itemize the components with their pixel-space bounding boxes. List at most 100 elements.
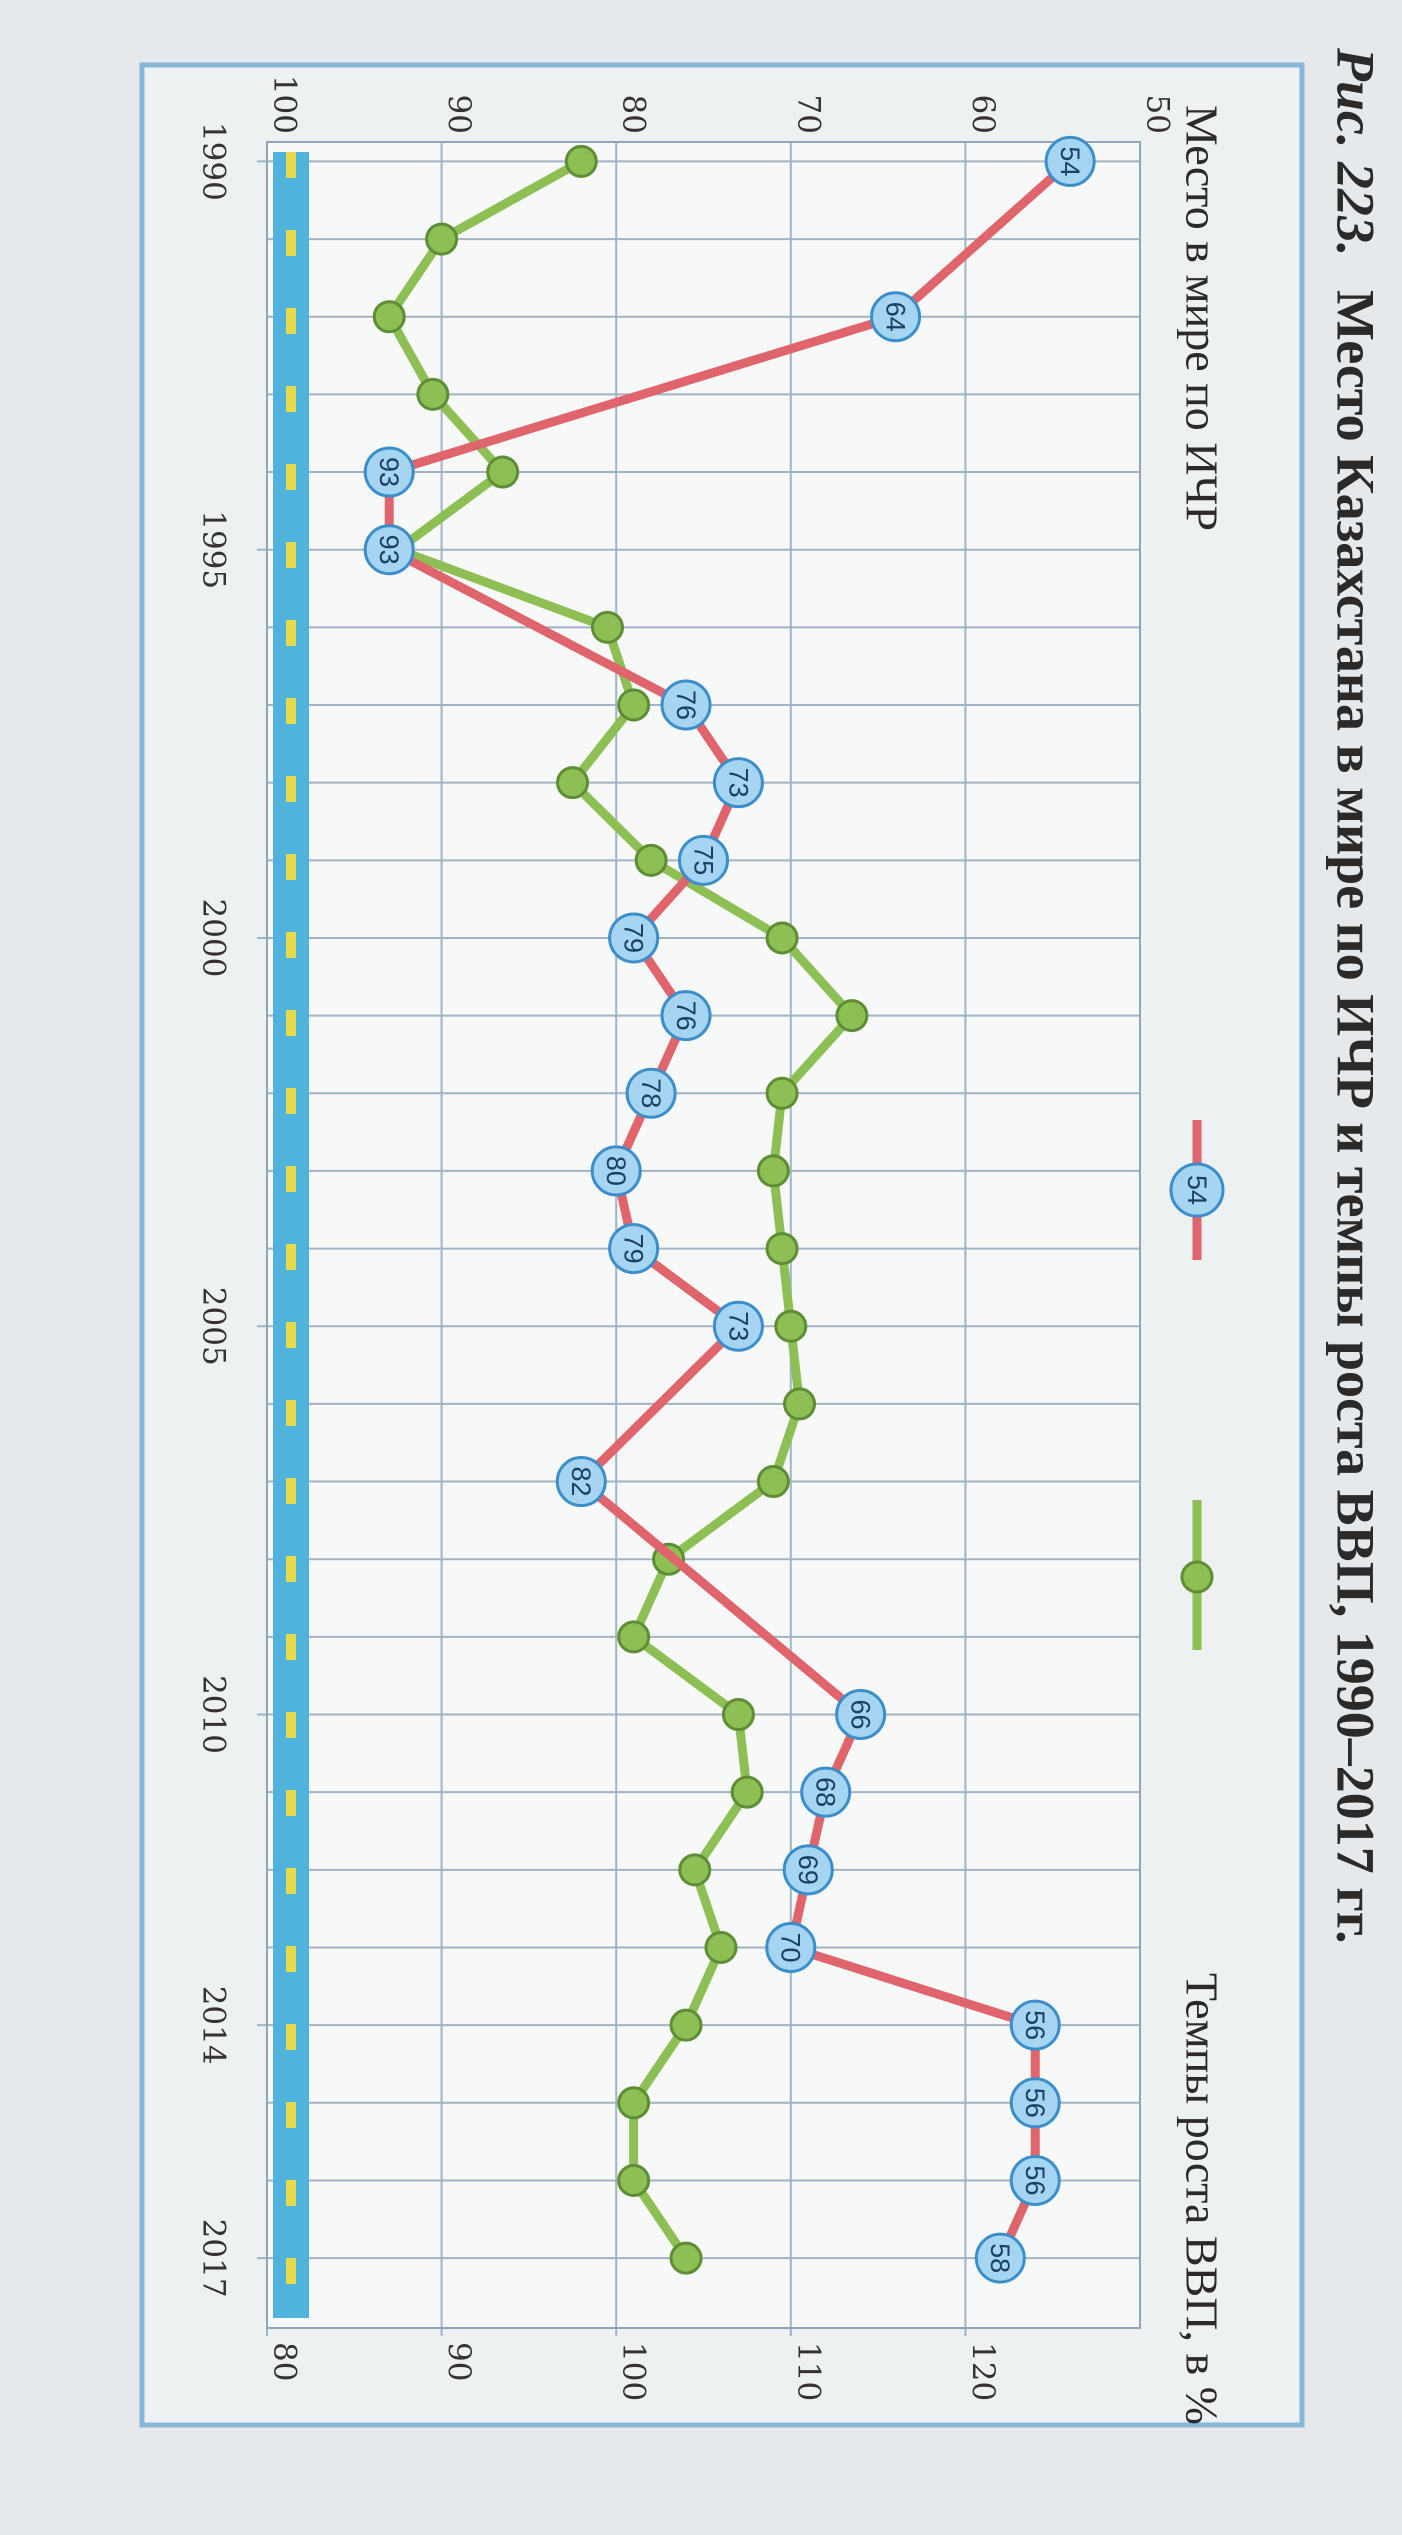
point-marker [712, 757, 764, 809]
data-label: 75 [688, 845, 718, 875]
x-tick-label: 2010 [196, 1675, 232, 1754]
data-label: 56 [1020, 2088, 1050, 2118]
data-label: 54 [1055, 146, 1085, 176]
data-label: 56 [1020, 2165, 1050, 2195]
point-marker [782, 1844, 834, 1896]
point-marker [608, 912, 660, 964]
point-marker [1009, 1999, 1061, 2051]
series-line [384, 157, 857, 2261]
data-label: 80 [601, 1156, 631, 1186]
point-marker [974, 2232, 1026, 2284]
y-tick-label: 100 [267, 75, 303, 134]
data-label: 70 [776, 1932, 806, 1962]
point-marker [608, 1223, 660, 1275]
point-marker [721, 1698, 755, 1732]
point-marker [617, 2086, 651, 2120]
point-marker [660, 679, 712, 731]
point-marker [617, 688, 651, 722]
point-marker [783, 1387, 817, 1421]
data-label: 73 [723, 768, 753, 798]
point-marker [416, 377, 450, 411]
point-marker [669, 2241, 703, 2275]
point-marker [363, 524, 415, 576]
data-label: 68 [811, 1777, 841, 1807]
point-marker [1044, 135, 1096, 187]
point-marker [669, 2008, 703, 2042]
point-marker [555, 1456, 607, 1508]
point-marker [765, 1921, 817, 1973]
point-marker [372, 300, 406, 334]
point-marker [774, 1309, 808, 1343]
point-marker [678, 834, 729, 886]
rotated-page: Рис. 223. Место Казахстана в мире по ИЧР… [139, 47, 1386, 2428]
point-marker [590, 610, 624, 644]
data-label: 64 [880, 302, 910, 332]
data-label: 76 [671, 690, 701, 720]
data-label: 73 [723, 1311, 753, 1341]
point-marker [634, 843, 668, 877]
data-label: 82 [566, 1467, 596, 1497]
y2-tick-label: 90 [441, 2342, 477, 2381]
point-marker [756, 1154, 790, 1188]
legend-marker-label: 54 [1182, 1175, 1212, 1205]
caption-label: Рис. 223. [1326, 47, 1386, 257]
x-tick-label: 2000 [196, 899, 232, 978]
x-tick-label: 2014 [196, 1986, 232, 2065]
point-marker [1009, 2154, 1061, 2206]
point-marker [765, 1076, 799, 1110]
data-label: 93 [374, 457, 404, 487]
data-label: 79 [619, 923, 649, 953]
x-tick-label: 2005 [196, 1287, 232, 1366]
x-tick-label: 1990 [196, 122, 232, 201]
point-marker [835, 999, 869, 1033]
point-marker [425, 222, 459, 256]
data-label: 66 [846, 1699, 876, 1729]
data-label: 79 [619, 1234, 649, 1264]
y-tick-label: 90 [441, 95, 477, 134]
y-tick-label: 50 [1140, 95, 1176, 134]
flag-stripe [273, 152, 309, 2318]
point-marker [756, 1465, 790, 1499]
point-marker [617, 1620, 651, 1654]
point-marker [564, 144, 598, 178]
point-marker [704, 1930, 738, 1964]
point-marker [730, 1775, 764, 1809]
plot-border [266, 141, 1141, 2329]
y2-tick-label: 80 [267, 2342, 303, 2381]
point-marker [590, 1145, 642, 1197]
point-marker [678, 1853, 712, 1887]
legend-label: Темпы роста ВВП, в % [1176, 1973, 1227, 2425]
y-tick-label: 60 [965, 95, 1001, 134]
point-marker [1009, 2077, 1061, 2129]
data-label: 78 [636, 1078, 666, 1108]
point-marker [712, 1300, 764, 1352]
point-marker [660, 990, 712, 1042]
data-label: 76 [671, 1001, 701, 1031]
plot-area [267, 142, 1140, 2328]
point-marker [765, 1232, 799, 1266]
data-label: 58 [985, 2243, 1015, 2273]
point-marker [800, 1766, 852, 1818]
point-marker [363, 446, 415, 498]
y-tick-label: 80 [616, 95, 652, 134]
y2-tick-label: 120 [965, 2342, 1001, 2401]
point-marker [765, 921, 799, 955]
point-marker [486, 455, 520, 489]
point-marker [870, 291, 922, 343]
data-label: 69 [793, 1855, 823, 1885]
data-label: 93 [374, 535, 404, 565]
y-tick-label: 70 [790, 95, 826, 134]
data-label: 56 [1020, 2010, 1050, 2040]
point-marker [556, 766, 590, 800]
y2-tick-label: 110 [790, 2342, 826, 2401]
series-line [384, 158, 1074, 2260]
caption: Место Казахстана в мире по ИЧР и темпы р… [1326, 290, 1386, 1944]
point-marker [835, 1689, 887, 1741]
point-marker [617, 2163, 651, 2197]
point-marker [625, 1067, 677, 1119]
x-tick-label: 1995 [196, 510, 232, 589]
x-tick-label: 2017 [196, 2219, 232, 2298]
y2-tick-label: 100 [616, 2342, 652, 2401]
